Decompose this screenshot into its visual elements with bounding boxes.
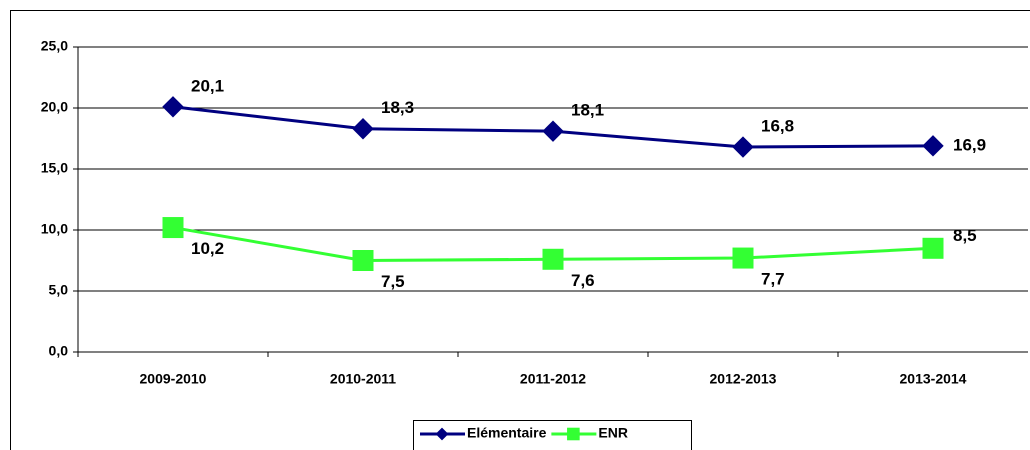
data-label: 16,9 xyxy=(953,135,986,154)
point xyxy=(922,237,944,259)
data-label: 7,5 xyxy=(381,272,405,291)
data-label: 7,6 xyxy=(571,271,595,290)
legend-marker xyxy=(567,427,580,441)
data-label: 20,1 xyxy=(191,76,224,95)
legend-label: ENR xyxy=(598,425,628,441)
legend-marker xyxy=(435,427,449,441)
data-label: 16,8 xyxy=(761,117,794,136)
point xyxy=(162,217,184,239)
data-label: 8,5 xyxy=(953,226,977,245)
y-tick-label: 5,0 xyxy=(49,282,69,298)
x-tick-label: 2012-2013 xyxy=(710,371,777,387)
y-tick-label: 25,0 xyxy=(41,38,68,54)
point xyxy=(162,96,184,118)
y-tick-label: 20,0 xyxy=(41,99,68,115)
point xyxy=(542,120,564,142)
data-label: 10,2 xyxy=(191,239,224,258)
point xyxy=(732,247,754,269)
data-label: 18,1 xyxy=(571,101,604,120)
data-label: 7,7 xyxy=(761,270,785,289)
x-tick-label: 2013-2014 xyxy=(900,371,967,387)
data-label: 18,3 xyxy=(381,98,414,117)
x-tick-label: 2010-2011 xyxy=(330,371,396,387)
point xyxy=(922,135,944,157)
y-tick-label: 15,0 xyxy=(41,160,68,176)
chart-frame xyxy=(10,10,1030,450)
point xyxy=(352,250,374,271)
point xyxy=(542,248,564,270)
legend-label: Elémentaire xyxy=(467,425,547,441)
y-tick-label: 0,0 xyxy=(49,343,69,359)
x-tick-label: 2009-2010 xyxy=(140,371,207,387)
x-tick-label: 2011-2012 xyxy=(520,371,586,387)
point xyxy=(732,136,754,158)
y-tick-label: 10,0 xyxy=(41,221,68,237)
point xyxy=(352,118,374,140)
